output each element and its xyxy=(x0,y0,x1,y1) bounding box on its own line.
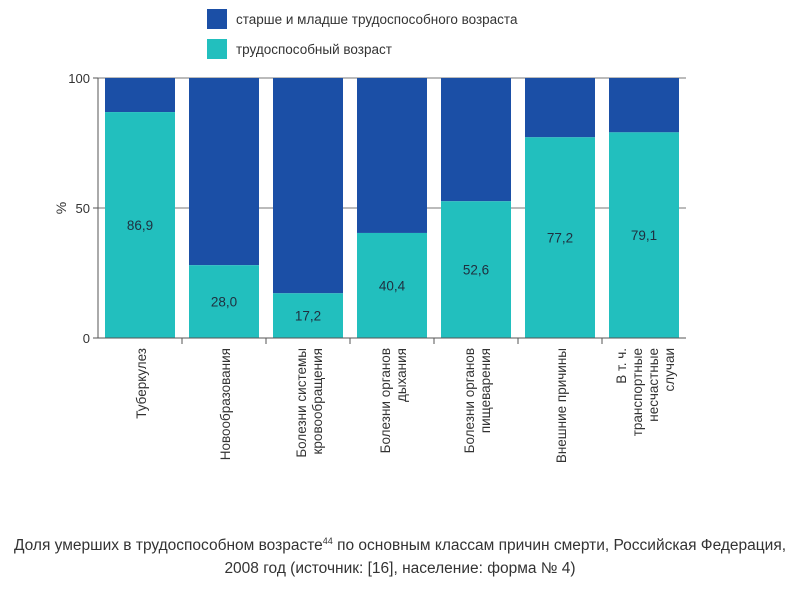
bar-segment-lower xyxy=(273,293,343,338)
bar-segment-upper xyxy=(525,78,595,138)
legend: старше и младше трудоспособного возраста… xyxy=(207,9,518,59)
x-tick-label-line: Туберкулез xyxy=(134,348,149,419)
legend-swatch xyxy=(207,39,227,59)
legend-label: трудоспособный возраст xyxy=(236,42,392,57)
bar-value-label: 77,2 xyxy=(547,231,573,246)
x-tick-label-line: транспортные xyxy=(630,348,645,436)
x-tick-label-line: случаи xyxy=(662,348,677,391)
axes: 0 50 100% xyxy=(53,71,686,346)
caption-line-2: 2008 год (источник: [16], население: фор… xyxy=(224,560,576,577)
x-tick-label: Туберкулез xyxy=(134,348,149,419)
x-tick-labels: Туберкулез Новообразования Болезни системы… xyxy=(134,348,677,463)
bar-value-label: 79,1 xyxy=(631,228,657,243)
x-tick-label: Болезни органов пищеварения xyxy=(462,348,493,453)
x-tick-label: Болезни органов дыхания xyxy=(378,348,409,453)
bar-segment-upper xyxy=(273,78,343,294)
caption-text-continued: по основным классам причин смерти, Росси… xyxy=(332,537,787,554)
caption-line-1: Доля умерших в трудоспособном возрасте44… xyxy=(0,534,800,557)
x-tick-label-line: дыхания xyxy=(394,348,409,402)
bar-segment-lower xyxy=(189,265,259,338)
bar-segment-lower xyxy=(441,201,511,338)
data-labels: 86,9 28,0 17,2 40,4 52,6 77,2 79,1 xyxy=(127,218,657,324)
caption-text: Доля умерших в трудоспособном возрасте xyxy=(13,537,323,554)
bar-value-label: 17,2 xyxy=(295,309,321,324)
y-tick-label: 0 xyxy=(83,331,90,346)
x-tick-label-line: Внешние причины xyxy=(554,348,569,463)
bar-segment-upper xyxy=(105,78,175,113)
bar-value-label: 28,0 xyxy=(211,295,237,310)
bar-value-label: 40,4 xyxy=(379,278,406,293)
bar-value-label: 52,6 xyxy=(463,263,489,278)
y-axis-title: % xyxy=(53,202,69,214)
x-tick-label-line: пищеварения xyxy=(478,348,493,433)
bar-segment-lower xyxy=(357,232,427,338)
x-tick-label-line: Болезни органов xyxy=(462,348,477,453)
x-tick-label-line: кровообращения xyxy=(310,348,325,454)
x-tick-label: Болезни системы кровообращения xyxy=(294,348,325,458)
y-tick-label: 100 xyxy=(68,71,90,86)
bar-segment-lower xyxy=(525,137,595,338)
legend-label: старше и младше трудоспособного возраста xyxy=(236,12,518,27)
x-tick-label: Внешние причины xyxy=(554,348,569,463)
bar-segment-upper xyxy=(441,78,511,202)
x-tick-label: В т. ч. транспортные несчастные случаи xyxy=(614,348,677,436)
x-tick-label-line: Болезни органов xyxy=(378,348,393,453)
legend-swatch xyxy=(207,9,227,29)
bar-segment-upper xyxy=(609,78,679,133)
bar-segment-lower xyxy=(105,112,175,338)
bar-value-label: 86,9 xyxy=(127,218,153,233)
caption-footnote-ref: 44 xyxy=(322,535,333,546)
x-tick-label-line: несчастные xyxy=(646,348,661,422)
bar-segment-upper xyxy=(189,78,259,266)
bar-segment-lower xyxy=(609,132,679,338)
x-tick-label-line: В т. ч. xyxy=(614,348,629,384)
y-tick-label: 50 xyxy=(76,201,90,216)
bars xyxy=(105,78,679,338)
x-tick-label: Новообразования xyxy=(218,348,233,460)
figure-caption: Доля умерших в трудоспособном возрасте44… xyxy=(0,534,800,580)
x-tick-label-line: Болезни системы xyxy=(294,348,309,458)
x-tick-label-line: Новообразования xyxy=(218,348,233,460)
bar-segment-upper xyxy=(357,78,427,233)
